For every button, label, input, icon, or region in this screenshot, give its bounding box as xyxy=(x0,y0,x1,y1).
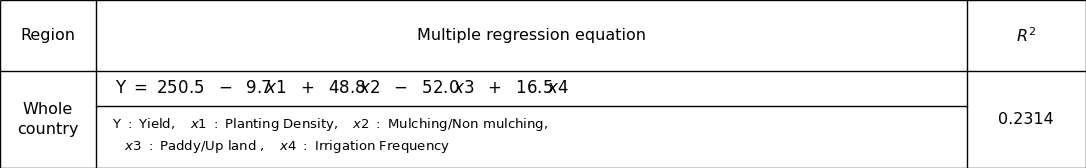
Text: $\mathrm{\ \ \ }$$\mathit{x3}$$\mathrm{\ :\ Paddy/Up\ land\ ,\ \ \ }$$\mathit{x4: $\mathrm{\ \ \ }$$\mathit{x3}$$\mathrm{\… xyxy=(112,138,450,155)
Text: Multiple regression equation: Multiple regression equation xyxy=(417,28,645,43)
Text: $\mathrm{Y\ =\ 250.5\ \ -\ \ 9.7\!\!}$$\mathit{x1}$$\mathrm{\ \ +\ \ 48.8\!\!}$$: $\mathrm{Y\ =\ 250.5\ \ -\ \ 9.7\!\!}$$\… xyxy=(115,79,569,97)
Text: $R^2$: $R^2$ xyxy=(1016,26,1036,45)
Text: $\mathrm{Y\ :\ Yield,\ \ \ }$$\mathit{x1}$$\mathrm{\ :\ Planting\ Density,\ \ \ : $\mathrm{Y\ :\ Yield,\ \ \ }$$\mathit{x1… xyxy=(112,116,548,133)
Text: Region: Region xyxy=(21,28,75,43)
Text: Whole
country: Whole country xyxy=(17,102,78,137)
Text: 0.2314: 0.2314 xyxy=(998,112,1055,127)
